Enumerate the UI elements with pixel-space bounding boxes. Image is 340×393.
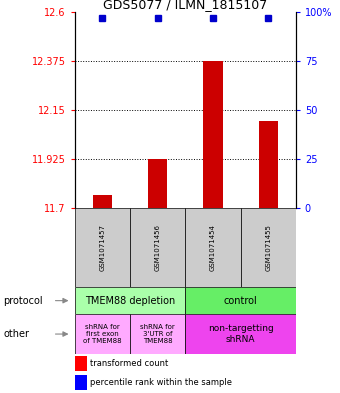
Text: shRNA for
3'UTR of
TMEM88: shRNA for 3'UTR of TMEM88 [140,324,175,344]
Bar [75,356,87,371]
Bar [185,314,296,354]
Text: other: other [3,329,29,339]
Text: GSM1071455: GSM1071455 [265,224,271,271]
Text: GSM1071454: GSM1071454 [210,224,216,271]
Bar [130,314,185,354]
Text: control: control [224,296,257,306]
Text: percentile rank within the sample: percentile rank within the sample [90,378,232,387]
Bar [148,159,167,208]
Title: GDS5077 / ILMN_1815107: GDS5077 / ILMN_1815107 [103,0,268,11]
Bar [185,287,296,314]
Text: transformed count: transformed count [90,360,169,368]
Bar [185,208,241,287]
Bar [258,121,278,208]
Text: GSM1071456: GSM1071456 [155,224,161,271]
Text: shRNA for
first exon
of TMEM88: shRNA for first exon of TMEM88 [83,324,122,344]
Text: TMEM88 depletion: TMEM88 depletion [85,296,175,306]
Text: GSM1071457: GSM1071457 [99,224,105,271]
Bar [75,208,130,287]
Bar [75,287,185,314]
Bar [75,314,130,354]
Bar [93,195,112,208]
Bar [203,61,223,208]
Text: non-targetting
shRNA: non-targetting shRNA [208,324,273,344]
Bar [130,208,185,287]
Bar [241,208,296,287]
Text: protocol: protocol [3,296,43,306]
Bar [75,375,87,390]
